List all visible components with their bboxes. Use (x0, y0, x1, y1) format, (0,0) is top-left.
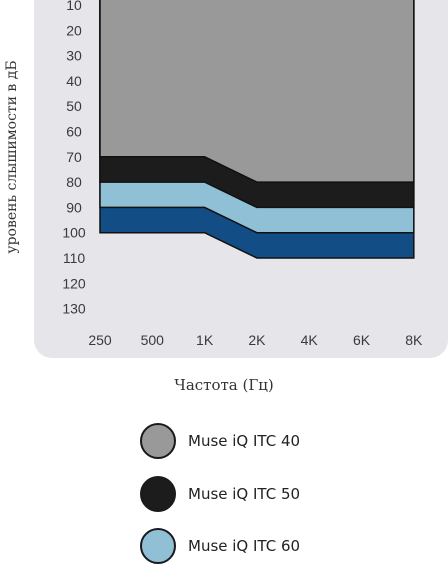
legend-label: Muse iQ ITC 60 (188, 537, 301, 555)
x-tick-labels: 250 500 1K 2K 4K 6K 8K (88, 332, 423, 348)
x-tick-label: 250 (88, 332, 112, 348)
y-tick-labels: 10 20 30 40 50 60 70 80 90 100 110 120 130 (62, 0, 86, 317)
legend-swatch-icon (140, 423, 176, 459)
x-axis-label: Частота (Гц) (174, 376, 274, 394)
y-tick-label: 70 (66, 149, 82, 165)
y-tick-label: 20 (66, 22, 82, 38)
y-tick-label: 130 (62, 301, 86, 317)
y-tick-label: 120 (62, 275, 86, 291)
y-tick-label: 50 (66, 98, 82, 114)
y-axis-label: уровень слышимости в дБ (4, 60, 20, 254)
x-tick-label: 6K (353, 332, 371, 348)
legend-label: Muse iQ ITC 40 (188, 432, 301, 450)
band-1 (99, 0, 415, 183)
y-tick-label: 100 (62, 225, 86, 241)
chart-bands (99, 0, 415, 259)
legend-item-itc50: Muse iQ ITC 50 (140, 473, 440, 515)
y-tick-label: 110 (63, 250, 86, 266)
y-tick-label: 10 (66, 0, 82, 13)
y-tick-label: 80 (66, 174, 82, 190)
x-tick-label: 2K (248, 332, 266, 348)
legend-swatch-icon (140, 476, 176, 512)
x-tick-label: 500 (141, 332, 165, 348)
legend-item-itc60: Muse iQ ITC 60 (140, 525, 440, 567)
legend-label: Muse iQ ITC 50 (188, 485, 301, 503)
y-tick-label: 90 (66, 199, 82, 215)
y-tick-label: 30 (66, 48, 82, 64)
x-tick-label: 8K (405, 332, 423, 348)
y-tick-label: 40 (66, 73, 82, 89)
x-tick-label: 1K (196, 332, 214, 348)
x-tick-label: 4K (301, 332, 319, 348)
y-tick-label: 60 (66, 124, 82, 140)
legend-item-itc40: Muse iQ ITC 40 (140, 420, 440, 462)
legend-swatch-icon (140, 528, 176, 564)
